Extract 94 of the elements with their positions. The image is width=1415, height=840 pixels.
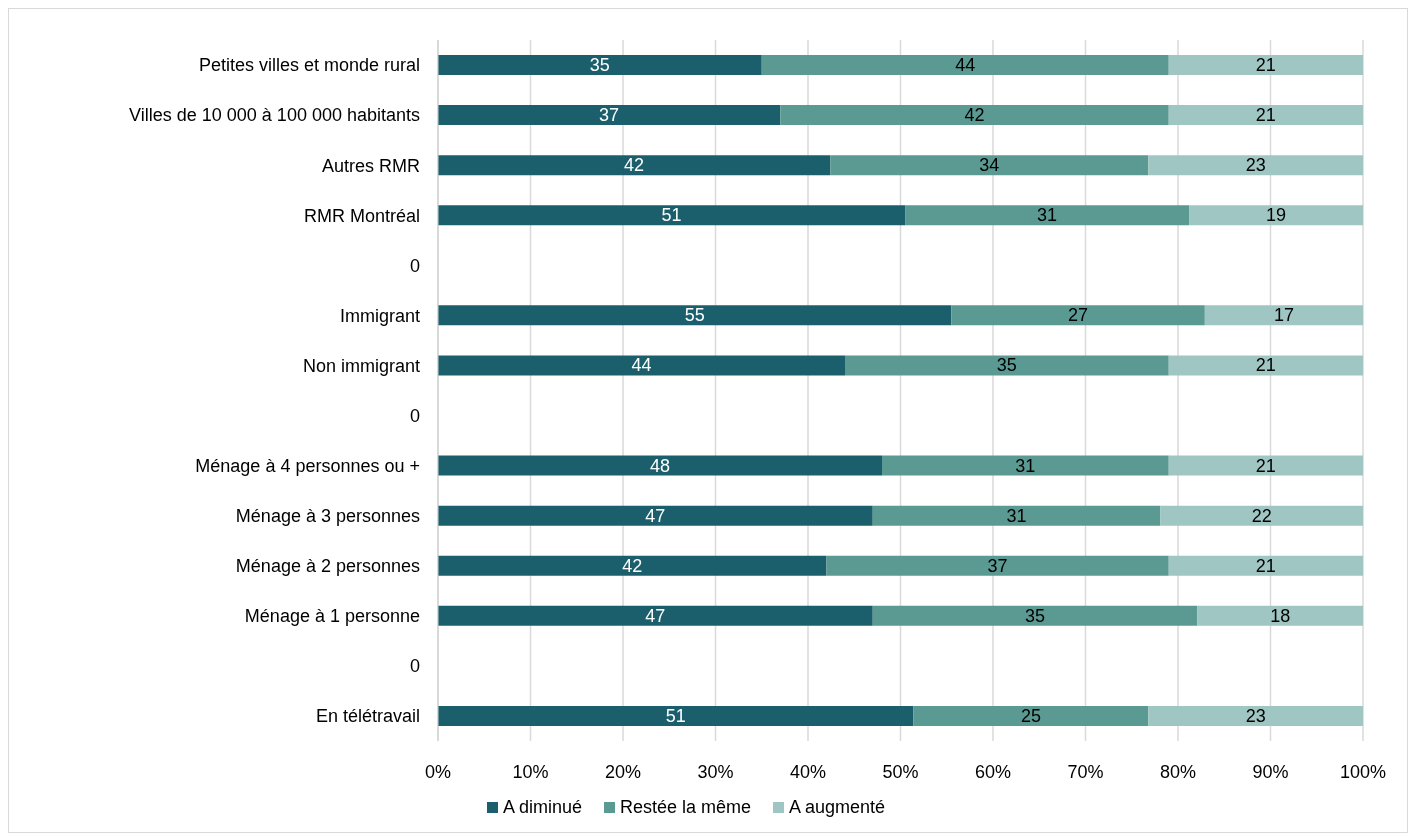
y-tick-label: 0 — [409, 656, 420, 677]
x-tick-label: 20% — [604, 761, 642, 782]
bar — [438, 155, 831, 176]
data-label: 42 — [622, 555, 643, 576]
x-tick-label: 70% — [1067, 761, 1104, 782]
bar — [780, 105, 1169, 126]
bar — [438, 355, 845, 376]
data-label: 44 — [631, 355, 652, 376]
data-label: 34 — [979, 155, 1000, 176]
bar — [438, 505, 873, 526]
x-tick-label: 30% — [697, 761, 734, 782]
bar — [905, 205, 1190, 226]
y-tick-label: Villes de 10 000 à 100 000 habitants — [129, 105, 420, 126]
data-label: 35 — [996, 355, 1017, 376]
x-tick-label: 80% — [1159, 761, 1197, 782]
bar — [438, 455, 882, 476]
data-label: 21 — [1255, 105, 1276, 126]
y-tick-label: Ménage à 2 personnes — [235, 556, 420, 577]
bar — [1168, 455, 1363, 476]
data-label: 42 — [624, 155, 645, 176]
bar — [761, 55, 1169, 75]
data-label: 21 — [1255, 355, 1276, 376]
bar — [1168, 105, 1363, 126]
y-tick-label: 0 — [409, 405, 420, 426]
x-tick-label: 40% — [789, 761, 827, 782]
data-label: 23 — [1245, 705, 1266, 726]
bar — [438, 205, 906, 226]
bar — [1168, 55, 1363, 75]
x-tick-label: 50% — [882, 761, 919, 782]
legend-label: Restée la même — [619, 797, 752, 818]
data-label: 47 — [645, 605, 666, 626]
bar — [872, 505, 1161, 526]
data-label: 51 — [665, 705, 686, 726]
y-tick-label: Autres RMR — [321, 155, 420, 176]
bar — [438, 605, 873, 626]
data-label: 23 — [1245, 155, 1266, 176]
data-label: 27 — [1068, 305, 1089, 326]
y-tick-label: Petites villes et monde rural — [198, 55, 420, 76]
data-label: 21 — [1255, 555, 1276, 576]
bar — [830, 155, 1149, 176]
bar — [826, 555, 1169, 576]
data-label: 42 — [964, 105, 985, 126]
data-label: 22 — [1251, 505, 1272, 526]
bar — [1160, 505, 1363, 526]
y-tick-label: En télétravail — [315, 706, 420, 727]
data-label: 51 — [661, 205, 682, 226]
bar — [438, 705, 914, 726]
bar — [1148, 705, 1363, 726]
data-label: 19 — [1266, 205, 1287, 226]
data-label: 18 — [1270, 605, 1291, 626]
bar — [438, 55, 762, 75]
x-tick-label: 10% — [512, 761, 549, 782]
y-tick-label: Ménage à 1 personne — [244, 606, 420, 627]
bar — [438, 305, 952, 326]
y-tick-label: Ménage à 3 personnes — [235, 506, 420, 527]
y-tick-label: Non immigrant — [302, 355, 420, 376]
x-tick-label: 60% — [974, 761, 1012, 782]
data-label: 31 — [1006, 505, 1027, 526]
bar — [1168, 555, 1363, 576]
bar — [1148, 155, 1363, 176]
bar — [951, 305, 1205, 326]
bar — [438, 555, 827, 576]
x-tick-label: 100% — [1339, 761, 1387, 782]
bar — [1168, 355, 1363, 376]
y-tick-label: Ménage à 4 personnes ou + — [195, 456, 420, 476]
data-label: 31 — [1037, 205, 1058, 226]
bar — [1189, 205, 1363, 226]
y-tick-label: RMR Montréal — [303, 205, 420, 226]
bar — [913, 705, 1149, 726]
data-label: 31 — [1015, 455, 1036, 476]
bar — [845, 355, 1169, 376]
legend-label: A augmenté — [789, 797, 886, 818]
data-label: 55 — [684, 305, 705, 326]
bar — [882, 455, 1169, 476]
x-tick-label: 90% — [1252, 761, 1289, 782]
data-label: 47 — [645, 505, 666, 526]
legend-label: A diminué — [502, 797, 582, 818]
bar — [1204, 305, 1363, 326]
data-label: 21 — [1255, 455, 1276, 476]
bar — [872, 605, 1198, 626]
bar — [1197, 605, 1363, 626]
data-label: 35 — [589, 55, 610, 75]
data-label: 37 — [987, 555, 1008, 576]
data-label: 35 — [1025, 605, 1046, 626]
data-label: 44 — [955, 55, 976, 75]
data-label: 48 — [649, 455, 671, 476]
data-label: 25 — [1020, 705, 1041, 726]
y-tick-label: Immigrant — [339, 305, 420, 326]
x-tick-label: 0% — [424, 761, 452, 782]
data-label: 21 — [1255, 55, 1276, 75]
y-tick-label: 0 — [409, 255, 420, 276]
data-label: 17 — [1273, 305, 1294, 326]
data-label: 37 — [599, 105, 620, 126]
bar — [438, 105, 781, 126]
